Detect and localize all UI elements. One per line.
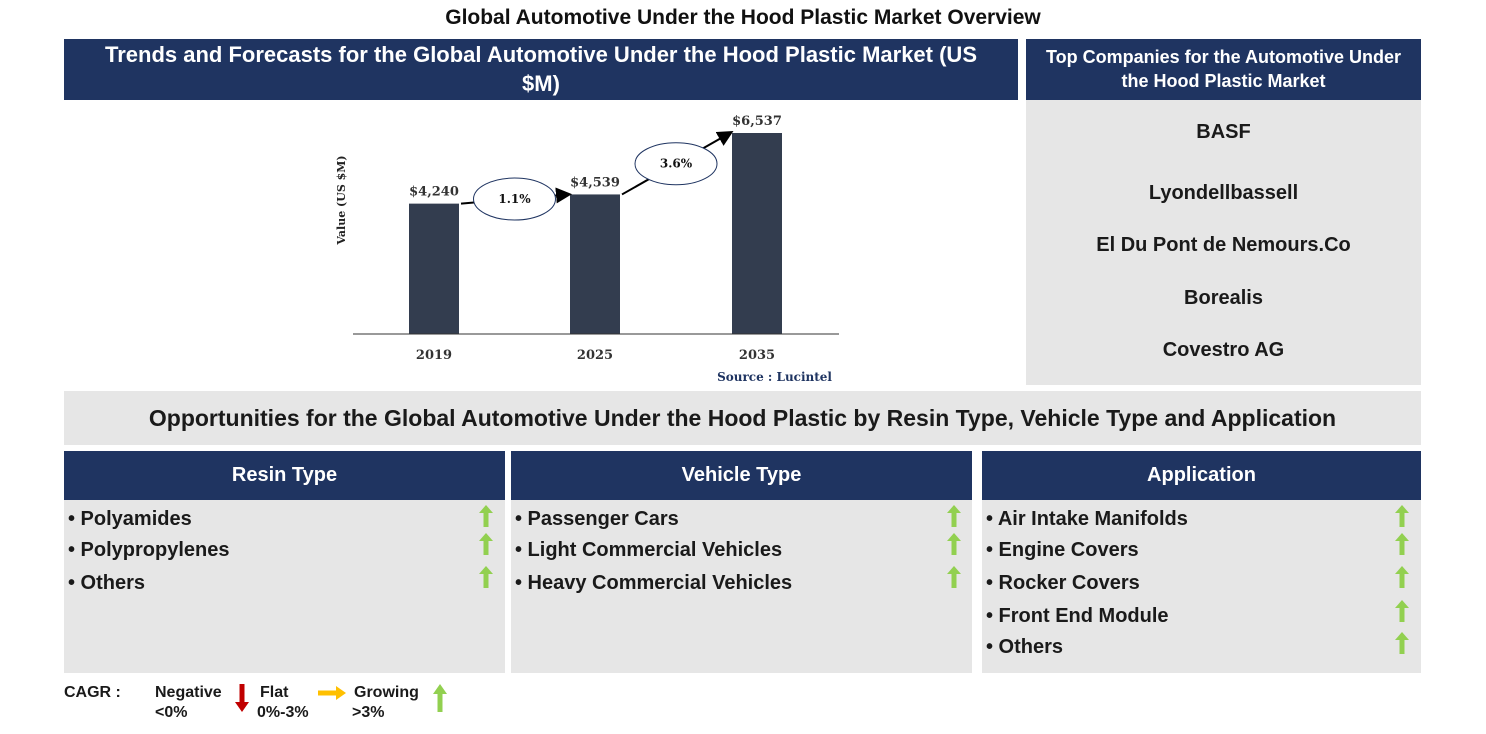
segment-header-application: Application	[982, 451, 1421, 500]
growing-arrow-icon	[1395, 505, 1409, 527]
bar-2025	[570, 194, 620, 334]
x-tick-label: 2035	[739, 348, 775, 363]
list-item: • Engine Covers	[986, 539, 1139, 561]
cagr-bubble	[634, 142, 718, 186]
list-item: • Rocker Covers	[986, 572, 1140, 594]
trends-header: Trends and Forecasts for the Global Auto…	[64, 39, 1018, 100]
growing-arrow-icon	[1395, 600, 1409, 622]
growing-arrow-icon	[947, 566, 961, 588]
cagr-label: 3.6%	[660, 157, 693, 171]
list-item: • Others	[68, 572, 146, 594]
growing-arrow-icon	[947, 533, 961, 555]
growing-arrow-icon	[479, 505, 493, 527]
list-item: • Others	[986, 636, 1064, 658]
growing-arrow-icon	[1395, 632, 1409, 654]
segment-panel-application: • Air Intake Manifolds • Engine Covers •…	[982, 500, 1421, 673]
x-tick-label: 2025	[577, 348, 613, 363]
growing-arrow-icon	[1395, 533, 1409, 555]
source-label: Source : Lucintel	[717, 370, 832, 384]
legend-growing-label: Growing	[354, 684, 419, 701]
companies-panel: BASF Lyondellbassell El Du Pont de Nemou…	[1026, 100, 1421, 385]
growing-arrow-icon	[479, 566, 493, 588]
legend-flat-range: 0%-3%	[257, 704, 309, 721]
cagr-label: 1.1%	[498, 192, 531, 206]
growing-arrow-icon	[479, 533, 493, 555]
list-item: • Polypropylenes	[68, 539, 230, 561]
bar-value-label: $4,240	[409, 185, 459, 200]
cagr-bubble	[473, 177, 556, 221]
company-item: El Du Pont de Nemours.Co	[1096, 234, 1351, 256]
growing-arrow-icon	[1395, 566, 1409, 588]
negative-arrow-icon	[235, 684, 249, 712]
legend-label: CAGR :	[64, 684, 121, 701]
list-item: • Front End Module	[986, 605, 1169, 627]
growing-arrow-icon	[433, 684, 447, 712]
main-title: Global Automotive Under the Hood Plastic…	[445, 6, 1041, 29]
legend-negative-label: Negative	[155, 684, 222, 701]
legend-negative-range: <0%	[155, 704, 188, 721]
legend-flat-label: Flat	[260, 684, 289, 701]
company-item: Borealis	[1184, 287, 1263, 309]
list-item: • Heavy Commercial Vehicles	[515, 572, 793, 594]
list-item: • Light Commercial Vehicles	[515, 539, 783, 561]
x-tick-label: 2019	[416, 348, 452, 363]
growing-arrow-icon	[947, 505, 961, 527]
y-axis-label: Value (US $M)	[335, 155, 348, 245]
segment-header-vehicle: Vehicle Type	[511, 451, 972, 500]
company-item: Covestro AG	[1162, 339, 1285, 361]
legend-growing-range: >3%	[352, 704, 385, 721]
bar-2035	[732, 133, 782, 334]
segment-panel-vehicle: • Passenger Cars • Light Commercial Vehi…	[511, 500, 972, 673]
company-item: Lyondellbassell	[1148, 182, 1299, 204]
opportunities-title: Opportunities for the Global Automotive …	[64, 391, 1421, 445]
bar-value-label: $6,537	[732, 114, 782, 129]
bar-chart: $4,240 2019 $4,539 2025 $6,537 2035 Value (US…	[335, 114, 839, 384]
list-item: • Polyamides	[68, 508, 192, 530]
list-item: • Passenger Cars	[515, 508, 679, 530]
bar-2019	[409, 203, 459, 334]
bar-value-label: $4,539	[570, 175, 620, 190]
segment-header-resin: Resin Type	[64, 451, 505, 500]
companies-header: Top Companies for the Automotive Under t…	[1026, 39, 1421, 100]
list-item: • Air Intake Manifolds	[986, 508, 1188, 530]
flat-arrow-icon	[318, 686, 346, 700]
segment-panel-resin: • Polyamides • Polypropylenes • Others	[64, 500, 505, 673]
company-item: BASF	[1196, 121, 1251, 143]
cagr-legend: CAGR : Negative <0% Flat 0%-3% Growing >…	[0, 680, 600, 730]
